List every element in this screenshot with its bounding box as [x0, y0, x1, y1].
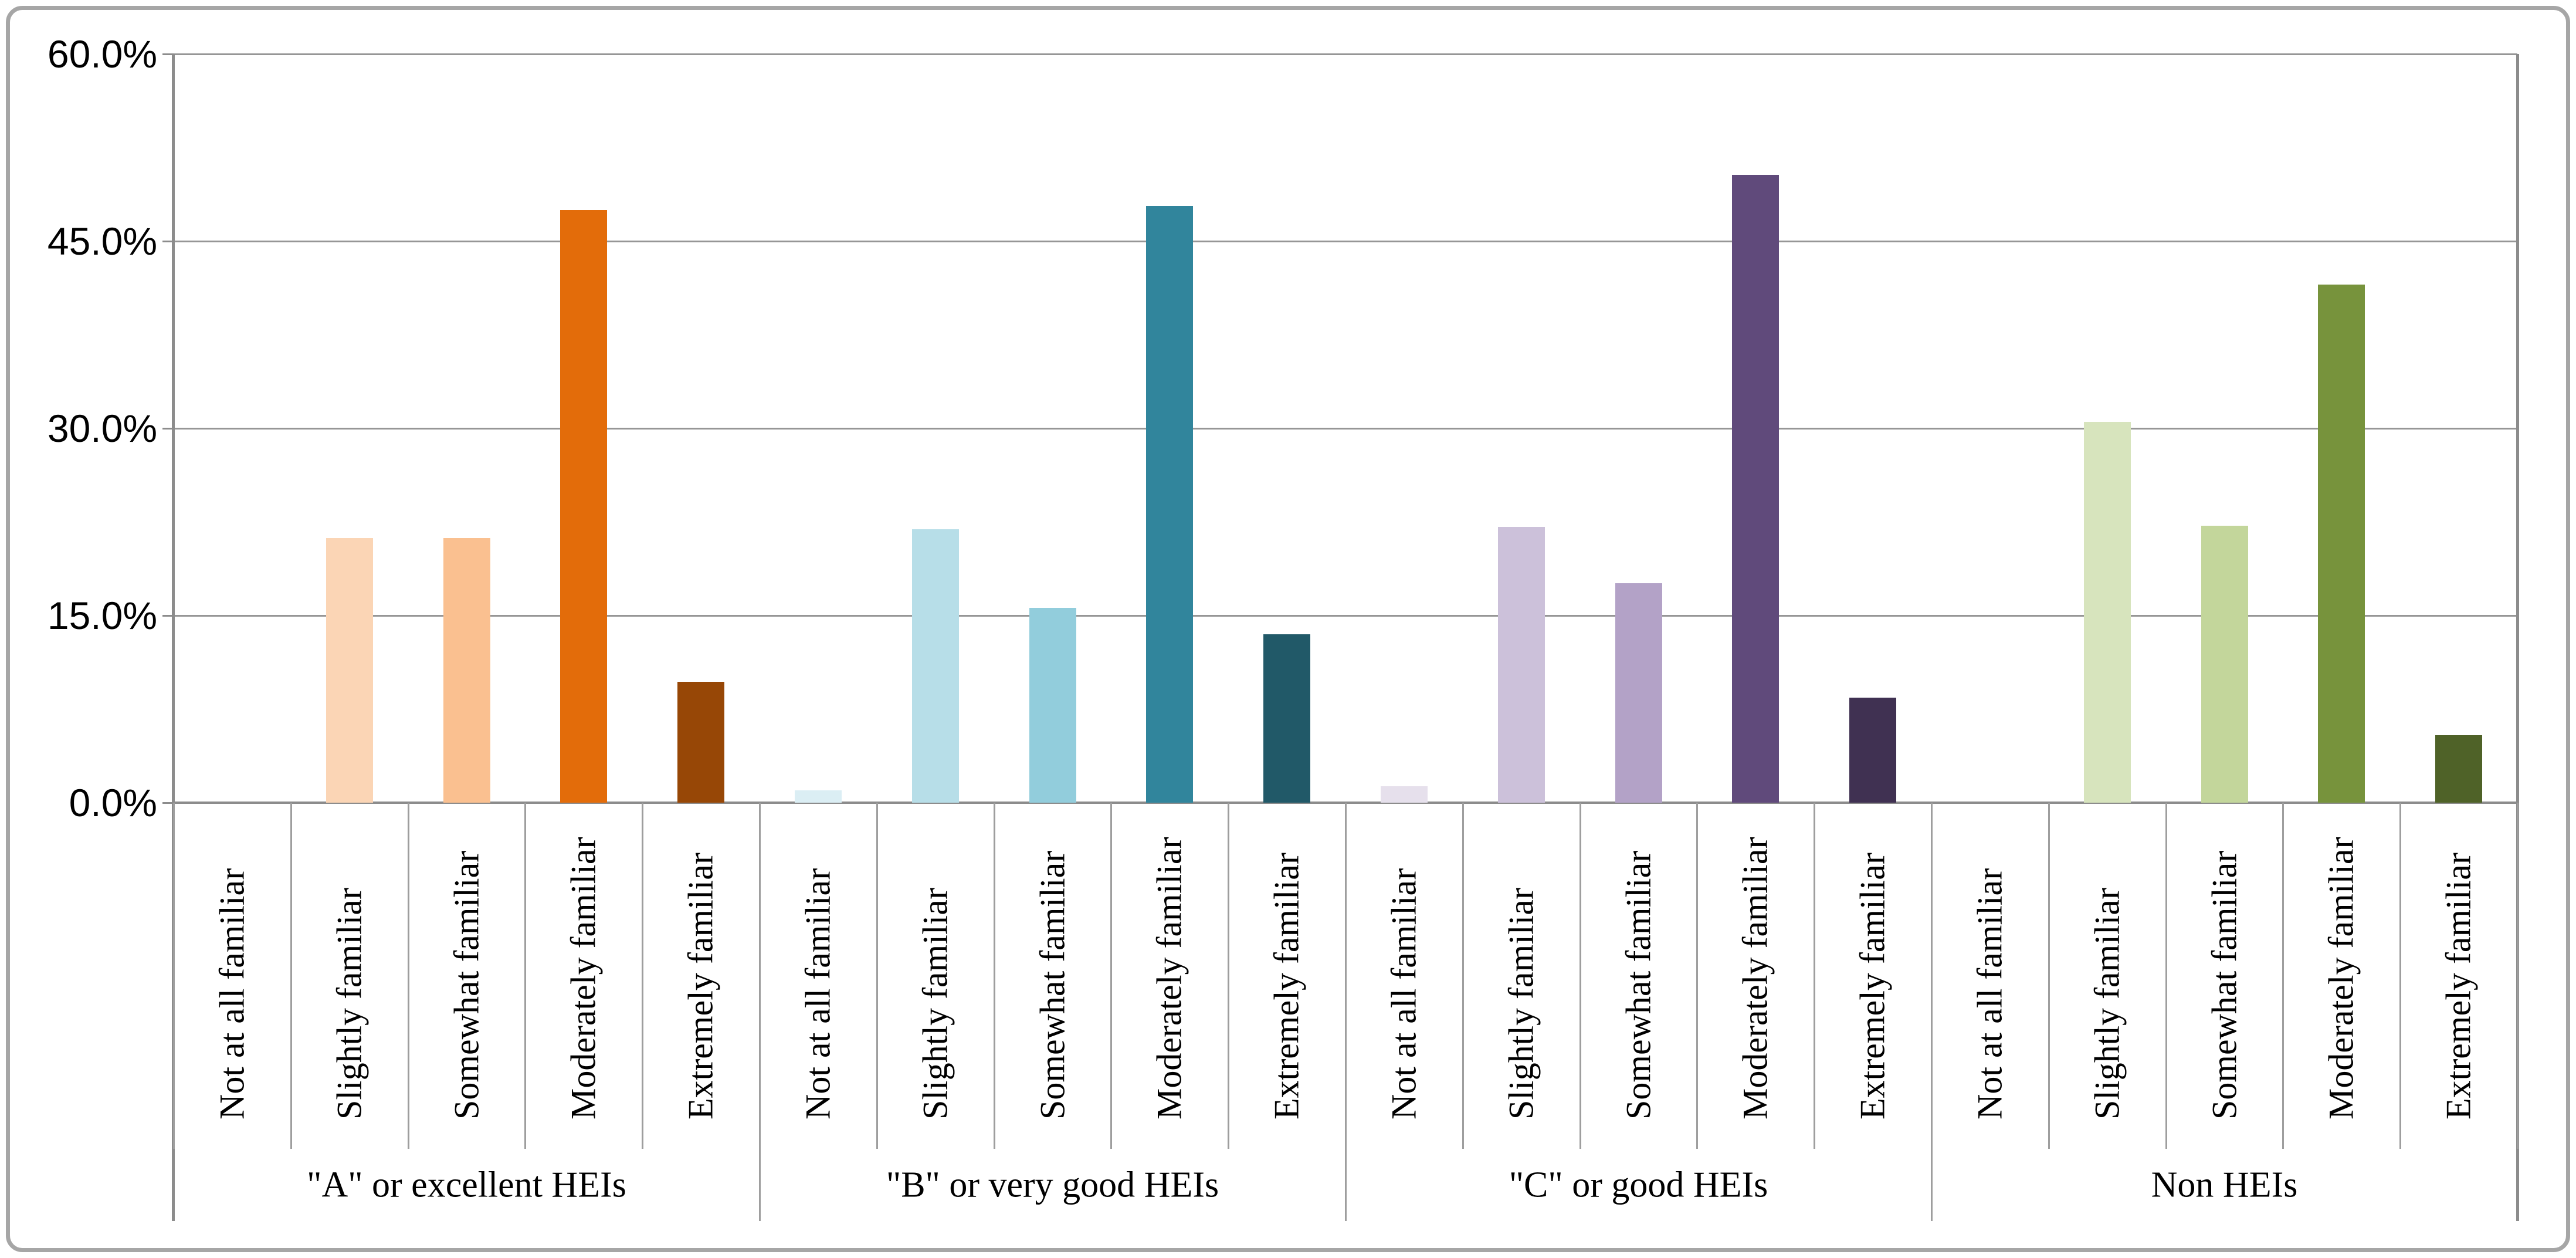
category-divider — [1696, 803, 1699, 1149]
gridline — [174, 241, 2517, 242]
category-divider — [173, 803, 175, 1149]
group-separator — [759, 803, 761, 1221]
category-label: Moderately familiar — [2321, 837, 2361, 1120]
category-label: Somewhat familiar — [1619, 850, 1658, 1120]
category-divider — [1814, 803, 1816, 1149]
bar — [1849, 698, 1897, 803]
category-label: Extremely familiar — [681, 853, 720, 1120]
category-label: Not at all familiar — [798, 868, 838, 1120]
y-tick-label: 30.0% — [47, 407, 157, 450]
gridline — [174, 53, 2517, 55]
gridline — [174, 615, 2517, 617]
category-divider — [2282, 803, 2284, 1149]
category-divider — [290, 803, 292, 1149]
y-axis-tick — [162, 428, 174, 430]
category-label: Somewhat familiar — [447, 850, 486, 1120]
category-divider — [642, 803, 644, 1149]
category-label: Extremely familiar — [1267, 853, 1306, 1120]
y-axis-tick — [162, 53, 174, 55]
group-label: Non HEIs — [2151, 1165, 2298, 1205]
category-divider — [1228, 803, 1230, 1149]
y-tick-label: 60.0% — [47, 32, 157, 76]
category-label: Somewhat familiar — [1033, 850, 1072, 1120]
group-separator — [1931, 803, 1933, 1221]
y-tick-label: 15.0% — [47, 594, 157, 637]
category-label: Slightly familiar — [330, 888, 369, 1120]
bar — [443, 538, 490, 803]
bar — [2201, 525, 2248, 803]
bar — [2318, 285, 2365, 803]
category-divider — [2048, 803, 2050, 1149]
category-divider — [2399, 803, 2402, 1149]
category-divider — [1110, 803, 1113, 1149]
category-label: Slightly familiar — [1501, 888, 1541, 1120]
group-separator — [1345, 803, 1347, 1221]
y-axis-tick — [162, 802, 174, 804]
plot-right-border-line — [2516, 54, 2519, 1221]
category-label: Extremely familiar — [1853, 853, 1892, 1120]
category-label: Slightly familiar — [2087, 888, 2127, 1120]
bar — [1497, 527, 1545, 803]
gridline — [174, 428, 2517, 430]
y-axis-tick — [162, 241, 174, 242]
bar — [326, 538, 373, 803]
chart-outer-border — [6, 6, 2570, 1252]
category-label: Not at all familiar — [1970, 868, 2009, 1120]
bar — [1732, 175, 1780, 803]
bar — [1146, 206, 1194, 803]
category-divider — [2165, 803, 2167, 1149]
bar — [1615, 583, 1662, 803]
y-tick-label: 45.0% — [47, 219, 157, 263]
group-label: "C" or good HEIs — [1509, 1165, 1768, 1205]
category-divider — [524, 803, 527, 1149]
bar — [560, 209, 608, 803]
bar — [794, 790, 842, 803]
category-label: Moderately familiar — [564, 837, 603, 1120]
group-label: "A" or excellent HEIs — [307, 1165, 626, 1205]
category-divider — [1462, 803, 1464, 1149]
category-label: Slightly familiar — [916, 888, 955, 1120]
bar — [2083, 422, 2131, 803]
category-label: Moderately familiar — [1150, 837, 1189, 1120]
category-divider — [2517, 803, 2519, 1149]
y-tick-label: 0.0% — [69, 781, 157, 824]
y-axis-tick — [162, 615, 174, 617]
plot-area — [174, 53, 2517, 804]
category-divider — [993, 803, 995, 1149]
bar — [1029, 608, 1076, 803]
bar — [677, 681, 725, 803]
category-label: Not at all familiar — [212, 868, 252, 1120]
category-divider — [1579, 803, 1581, 1149]
category-label: Moderately familiar — [1736, 837, 1775, 1120]
category-label: Extremely familiar — [2439, 853, 2478, 1120]
category-label: Not at all familiar — [1384, 868, 1423, 1120]
bar — [911, 529, 959, 803]
bar — [2435, 735, 2483, 803]
bar — [1380, 786, 1428, 803]
group-label: "B" or very good HEIs — [886, 1165, 1219, 1205]
category-divider — [876, 803, 878, 1149]
y-axis-line — [172, 54, 175, 1221]
category-divider — [407, 803, 409, 1149]
category-label: Somewhat familiar — [2205, 850, 2243, 1120]
bar — [1263, 634, 1311, 803]
